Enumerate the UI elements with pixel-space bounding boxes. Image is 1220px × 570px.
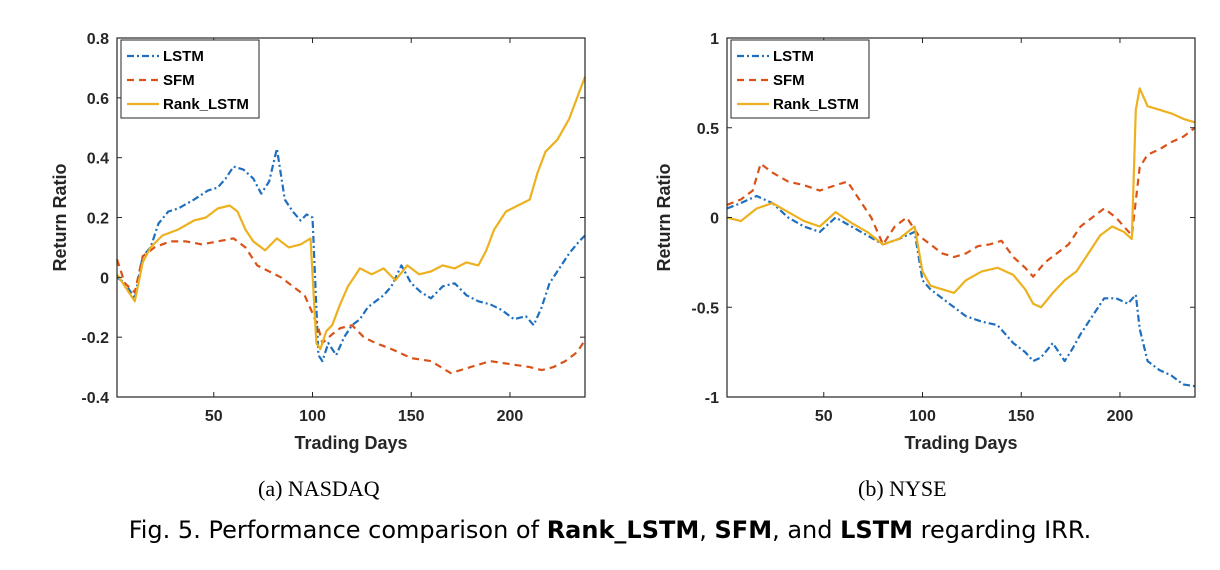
series-line-rank-lstm <box>116 76 587 351</box>
subcaption-nasdaq: (a) NASDAQ <box>258 476 380 501</box>
x-tick-label: 100 <box>909 408 936 425</box>
caption-separator: , and <box>772 516 841 544</box>
caption-suffix: regarding IRR. <box>912 516 1092 544</box>
caption-prefix: Fig. 5. Performance comparison of <box>128 516 547 544</box>
y-tick-label: -0.5 <box>691 300 719 317</box>
legend-label-rank-lstm: Rank_LSTM <box>773 96 859 113</box>
caption-separator: , <box>699 516 715 544</box>
legend-label-lstm: LSTM <box>773 48 814 65</box>
y-tick-label: -1 <box>705 390 719 407</box>
caption-method-lstm: LSTM <box>840 516 913 544</box>
x-tick-label: 200 <box>497 408 524 425</box>
y-tick-label: 0.4 <box>87 151 109 168</box>
chart-panel-nyse: 50 100 150 200 -1 -0.5 0 0.5 1 Trading Days Return… <box>610 0 1220 470</box>
y-axis-label: Return Ratio <box>50 163 70 271</box>
y-tick-label: 0.8 <box>87 31 109 48</box>
legend-label-sfm: SFM <box>773 72 805 89</box>
x-tick-label: 100 <box>299 408 326 425</box>
legend: LSTM SFM Rank_LSTM <box>730 39 870 119</box>
subcaption-nyse: (b) NYSE <box>858 476 947 501</box>
chart-nasdaq: 50 100 150 200 -0.4 -0.2 0 0.2 0.4 0.6 0.8 Trading … <box>50 31 587 453</box>
y-axis-label: Return Ratio <box>654 163 674 271</box>
y-tick-label: 0.2 <box>87 211 109 228</box>
y-tick-label: -0.4 <box>81 390 109 407</box>
chart-panel-nasdaq: 50 100 150 200 -0.4 -0.2 0 0.2 0.4 0.6 0.8 Trading … <box>0 0 610 470</box>
series-line-lstm <box>726 194 1196 388</box>
y-tick-label: 0 <box>710 211 719 228</box>
y-tick-label: 0.5 <box>697 121 719 138</box>
series-lines <box>115 76 587 375</box>
chart-nyse: 50 100 150 200 -1 -0.5 0 0.5 1 Trading Days Return… <box>654 31 1196 453</box>
figure-caption: Fig. 5. Performance comparison of Rank_L… <box>0 516 1220 544</box>
series-lines <box>726 87 1196 388</box>
x-axis-label: Trading Days <box>294 433 407 453</box>
x-tick-label: 50 <box>815 408 833 425</box>
x-axis-label: Trading Days <box>904 433 1017 453</box>
legend: LSTM SFM Rank_LSTM <box>120 39 260 119</box>
x-tick-label: 150 <box>1008 408 1035 425</box>
x-tick-label: 200 <box>1107 408 1134 425</box>
y-tick-label: 0.6 <box>87 91 109 108</box>
series-line-sfm <box>115 237 586 375</box>
series-line-lstm <box>116 147 586 363</box>
x-tick-label: 150 <box>398 408 425 425</box>
caption-method-rank-lstm: Rank_LSTM <box>546 516 700 544</box>
series-line-rank-lstm <box>726 87 1196 309</box>
y-tick-label: -0.2 <box>81 330 109 347</box>
caption-method-sfm: SFM <box>714 516 773 544</box>
y-tick-label: 1 <box>710 31 719 48</box>
y-tick-label: 0 <box>100 270 109 287</box>
legend-label-sfm: SFM <box>163 72 195 89</box>
legend-label-lstm: LSTM <box>163 48 204 65</box>
x-tick-label: 50 <box>205 408 223 425</box>
series-line-sfm <box>726 126 1196 278</box>
legend-label-rank-lstm: Rank_LSTM <box>163 96 249 113</box>
